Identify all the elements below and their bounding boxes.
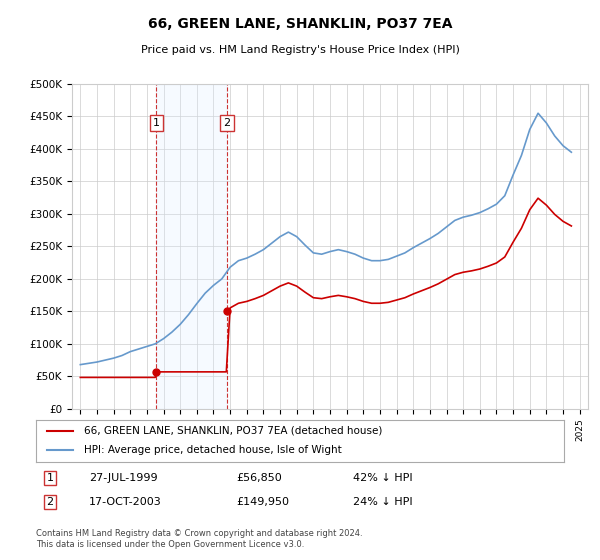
Text: 66, GREEN LANE, SHANKLIN, PO37 7EA (detached house): 66, GREEN LANE, SHANKLIN, PO37 7EA (deta… [83, 426, 382, 436]
Text: Contains HM Land Registry data © Crown copyright and database right 2024.
This d: Contains HM Land Registry data © Crown c… [36, 529, 362, 549]
Text: 27-JUL-1999: 27-JUL-1999 [89, 473, 157, 483]
Text: 17-OCT-2003: 17-OCT-2003 [89, 497, 161, 507]
Text: 1: 1 [153, 118, 160, 128]
Text: £56,850: £56,850 [236, 473, 283, 483]
Text: £149,950: £149,950 [236, 497, 290, 507]
Text: 42% ↓ HPI: 42% ↓ HPI [353, 473, 412, 483]
Text: 66, GREEN LANE, SHANKLIN, PO37 7EA: 66, GREEN LANE, SHANKLIN, PO37 7EA [148, 17, 452, 31]
Text: 2: 2 [223, 118, 230, 128]
Text: 2: 2 [47, 497, 53, 507]
Text: 24% ↓ HPI: 24% ↓ HPI [353, 497, 412, 507]
Text: 1: 1 [47, 473, 53, 483]
Bar [157, 84, 227, 409]
Text: HPI: Average price, detached house, Isle of Wight: HPI: Average price, detached house, Isle… [83, 445, 341, 455]
Text: Price paid vs. HM Land Registry's House Price Index (HPI): Price paid vs. HM Land Registry's House … [140, 45, 460, 55]
